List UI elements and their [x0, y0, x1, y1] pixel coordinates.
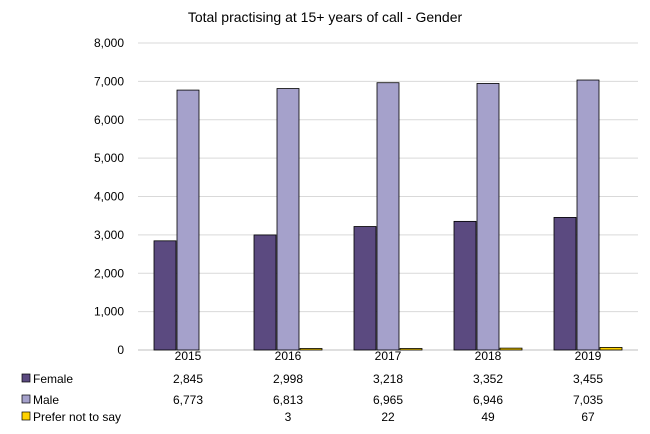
y-tick-label: 3,000 [94, 228, 124, 242]
data-label: 67 [581, 410, 595, 424]
legend-swatch [21, 394, 31, 404]
x-tick-label: 2019 [575, 349, 602, 363]
bar-prefer-not-to-say [299, 348, 323, 351]
y-tick-label: 1,000 [94, 305, 124, 319]
chart-title: Total practising at 15+ years of call - … [188, 9, 463, 25]
data-label: 6,813 [273, 393, 303, 407]
x-tick-label: 2015 [175, 349, 202, 363]
legend-label: Male [33, 393, 59, 407]
x-tick-label: 2016 [275, 349, 302, 363]
legend-swatch [21, 411, 31, 421]
legend-swatch [21, 373, 31, 383]
y-tick-label: 4,000 [94, 190, 124, 204]
bar-prefer-not-to-say [399, 348, 423, 351]
data-label: 2,845 [173, 372, 203, 386]
data-table: 2015 2016 2017 2018 2019 Female 2,845 2,998 3,21… [21, 349, 603, 424]
data-label: 6,946 [473, 393, 503, 407]
data-label: 3,352 [473, 372, 503, 386]
legend-label: Female [33, 372, 73, 386]
y-tick-label: 8,000 [94, 36, 124, 50]
bar-female [153, 240, 177, 351]
bar-male [376, 82, 400, 351]
bar-female [553, 217, 577, 351]
data-label: 7,035 [573, 393, 603, 407]
y-tick-label: 6,000 [94, 113, 124, 127]
bar-male [576, 79, 600, 351]
bar-female [253, 234, 277, 351]
legend-label: Prefer not to say [33, 410, 121, 424]
data-label: 3,455 [573, 372, 603, 386]
bar-prefer-not-to-say [599, 347, 623, 351]
data-label: 3,218 [373, 372, 403, 386]
bar-female [453, 220, 477, 351]
y-tick-label: 2,000 [94, 266, 124, 280]
bar-male [176, 89, 200, 351]
bar-prefer-not-to-say [499, 347, 523, 351]
data-label: 22 [381, 410, 395, 424]
x-tick-label: 2017 [375, 349, 402, 363]
data-label: 49 [481, 410, 495, 424]
y-tick-label: 0 [117, 343, 124, 357]
x-tick-label: 2018 [475, 349, 502, 363]
bars [153, 79, 623, 351]
bar-male [476, 83, 500, 351]
data-label: 2,998 [273, 372, 303, 386]
data-label: 6,965 [373, 393, 403, 407]
y-tick-label: 5,000 [94, 151, 124, 165]
bar-female [353, 226, 377, 351]
y-tick-label: 7,000 [94, 74, 124, 88]
bar-male [276, 88, 300, 351]
y-axis: 0 1,000 2,000 3,000 4,000 5,000 6,000 7,000 8,00… [94, 36, 124, 357]
data-label: 3 [285, 410, 292, 424]
data-label: 6,773 [173, 393, 203, 407]
